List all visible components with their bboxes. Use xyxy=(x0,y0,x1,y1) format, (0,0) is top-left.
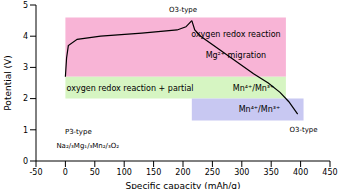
svg-text:Na₂/₃Mg₁/₃Mn₂/₃O₂: Na₂/₃Mg₁/₃Mn₂/₃O₂ xyxy=(56,142,119,150)
svg-text:250: 250 xyxy=(205,168,220,177)
svg-text:4: 4 xyxy=(23,32,28,41)
svg-text:0: 0 xyxy=(23,157,28,166)
svg-text:oxygen redox reaction: oxygen redox reaction xyxy=(191,30,280,39)
svg-text:O3-type: O3-type xyxy=(289,126,317,134)
svg-text:150: 150 xyxy=(146,168,161,177)
svg-text:0: 0 xyxy=(63,168,68,177)
svg-text:O3-type: O3-type xyxy=(169,6,197,14)
svg-text:300: 300 xyxy=(234,168,249,177)
svg-text:350: 350 xyxy=(264,168,279,177)
svg-text:P3-type: P3-type xyxy=(65,128,92,136)
svg-text:1: 1 xyxy=(23,126,28,135)
svg-text:400: 400 xyxy=(293,168,308,177)
svg-text:oxygen redox reaction + partia: oxygen redox reaction + partial xyxy=(67,84,194,93)
svg-text:Mn⁴⁺/Mn³⁺: Mn⁴⁺/Mn³⁺ xyxy=(233,84,275,93)
svg-text:Mg²⁺ migration: Mg²⁺ migration xyxy=(206,51,267,60)
svg-text:5: 5 xyxy=(23,1,28,10)
svg-text:100: 100 xyxy=(117,168,132,177)
svg-text:50: 50 xyxy=(90,168,100,177)
svg-text:Potential (V): Potential (V) xyxy=(8,55,13,110)
svg-text:200: 200 xyxy=(175,168,190,177)
svg-text:Specific capacity (mAh/g): Specific capacity (mAh/g) xyxy=(125,181,240,189)
svg-text:450: 450 xyxy=(322,168,332,177)
svg-text:3: 3 xyxy=(23,63,28,72)
svg-text:-50: -50 xyxy=(29,168,42,177)
svg-text:2: 2 xyxy=(23,94,28,103)
svg-text:Mn⁴⁺/Mn³⁺: Mn⁴⁺/Mn³⁺ xyxy=(239,105,281,114)
